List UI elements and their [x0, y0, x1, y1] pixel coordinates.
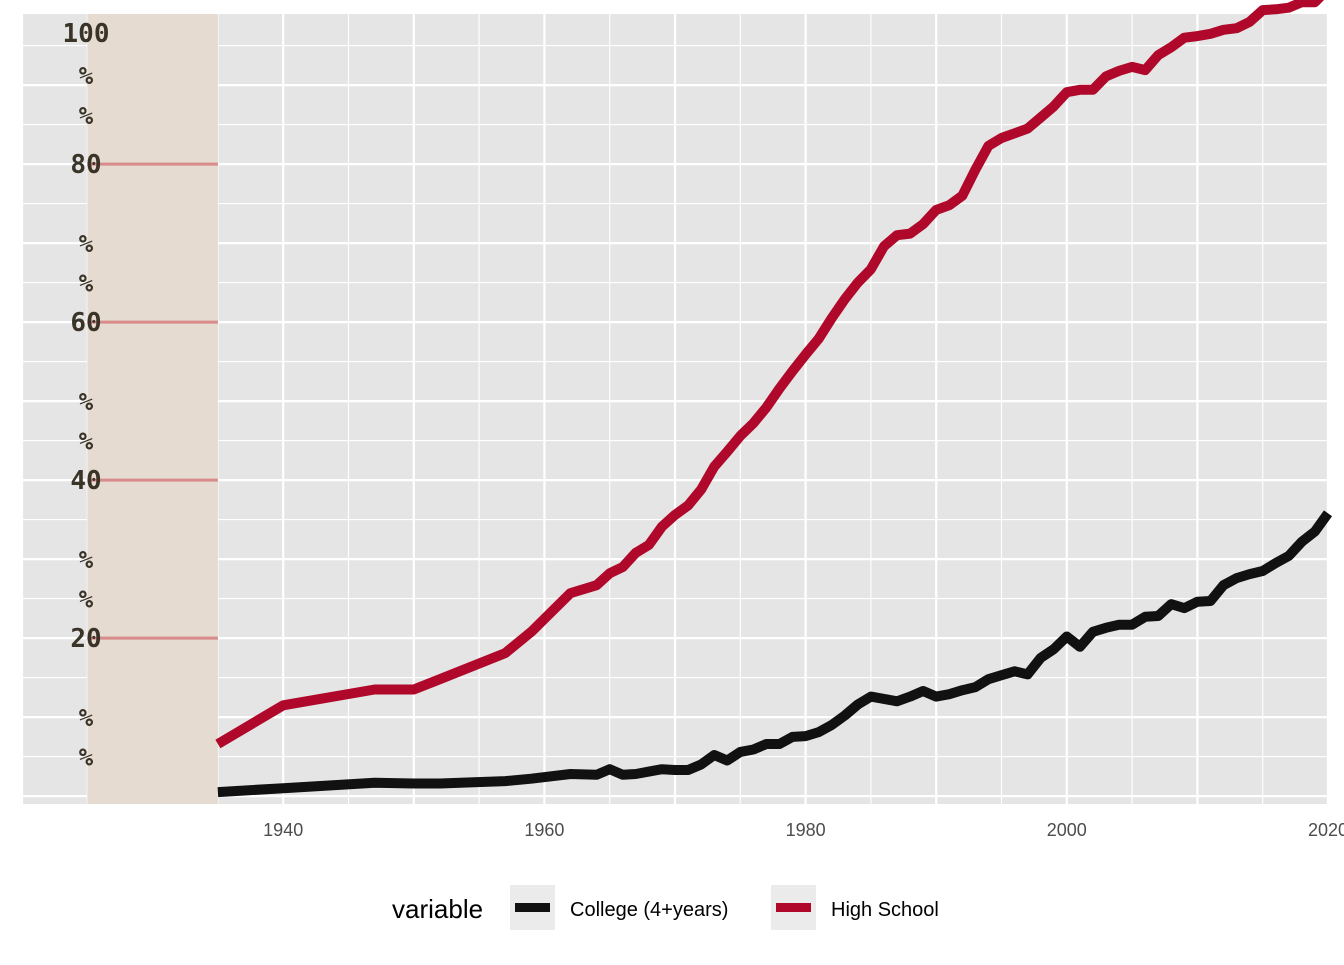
y-percent-symbol: % [79, 704, 94, 732]
y-axis-labels: 100 80 60 40 20%%%%%%%%%% [63, 19, 110, 772]
legend-label-college: College (4+years) [570, 899, 728, 921]
x-tick-label: 1980 [786, 820, 826, 840]
legend-label-highschool: High School [831, 899, 939, 921]
y-percent-symbol: % [79, 744, 94, 772]
y-tick-label: 80 [70, 150, 101, 180]
x-tick-label: 1960 [524, 820, 564, 840]
x-tick-label: 2020 [1308, 820, 1344, 840]
y-tick-label: 60 [70, 308, 101, 338]
y-percent-symbol: % [79, 388, 94, 416]
y-percent-symbol: % [79, 62, 94, 90]
shaded-region [87, 14, 218, 804]
y-tick-label: 20 [70, 624, 101, 654]
legend: variable College (4+years) High School [392, 885, 939, 930]
x-axis-labels: 1940 1960 1980 2000 2020 [263, 820, 1344, 840]
y-percent-symbol: % [79, 270, 94, 298]
reference-lines [87, 162, 218, 640]
major-gridlines [20, 14, 1330, 804]
y-percent-symbol: % [79, 102, 94, 130]
series-line-college [217, 510, 1333, 798]
y-tick-label: 100 [63, 19, 110, 49]
x-tick-label: 2000 [1047, 820, 1087, 840]
legend-title: variable [392, 894, 483, 924]
series-lines [215, 0, 1333, 798]
y-percent-symbol: % [79, 230, 94, 258]
x-tick-label: 1940 [263, 820, 303, 840]
y-tick-label: 40 [70, 466, 101, 496]
y-percent-symbol: % [79, 428, 94, 456]
y-percent-symbol: % [79, 546, 94, 574]
y-percent-symbol: % [79, 586, 94, 614]
series-line-high-school [215, 0, 1325, 749]
